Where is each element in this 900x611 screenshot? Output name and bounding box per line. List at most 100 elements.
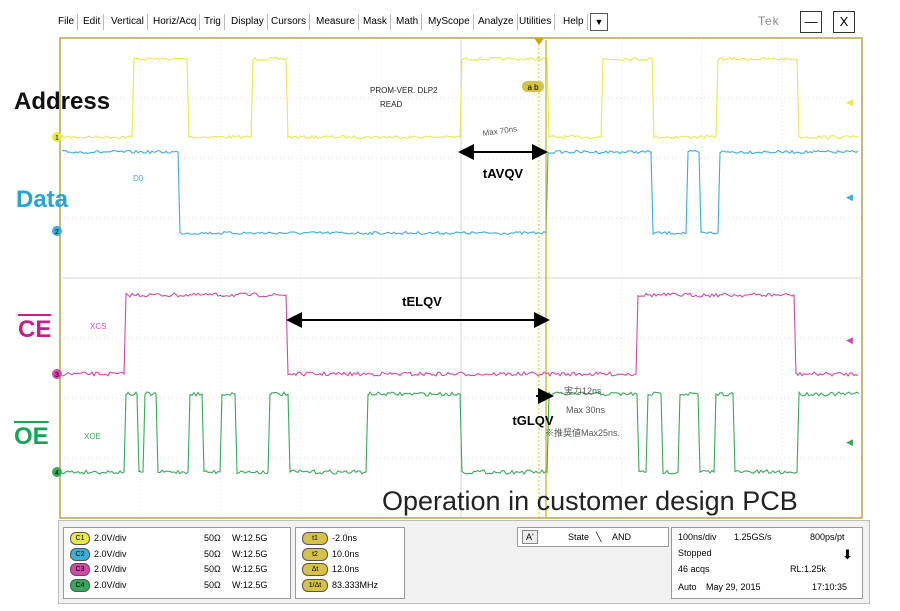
channel-bandwidth: W:12.5G [232,548,268,559]
oe-label: OE [14,423,49,450]
telqv-label: tELQV [402,294,442,309]
ch2-data-trace [61,149,859,236]
cursor-row-1: t2 10.0ns [302,547,359,561]
trigger-run-mode: Auto [678,582,697,592]
down-arrow-icon: ⬇ [842,547,853,562]
menu-measure[interactable]: Measure [313,14,359,30]
close-button[interactable]: X [833,11,855,33]
trigger-edge-icon: ╲ [596,532,602,542]
resolution: 800ps/pt [810,532,845,542]
address-label: Address [14,88,111,115]
svg-text:2: 2 [55,229,59,236]
svg-text:1: 1 [55,135,59,142]
menu-file[interactable]: File [55,14,79,30]
waveform-display[interactable]: a b 1◀2◀3◀4◀ PROM-VER. DLP2 READ D0 XCS … [0,0,900,520]
channel-bandwidth: W:12.5G [232,533,268,543]
svg-text:3: 3 [55,372,59,379]
ch3-marker[interactable]: 3 [52,369,62,379]
channel-row-c1[interactable]: C1 2.0V/div 50Ω W:12.5G [70,531,267,546]
status-area: C1 2.0V/div 50Ω W:12.5G C2 2.0V/div 50Ω W:12.5G… [58,520,870,604]
acquisition-panel[interactable]: 100ns/div 1.25GS/s 800ps/pt Stopped ⬇ 46… [671,527,863,599]
channel-scale: 2.0V/div [94,564,127,574]
sample-rate: 1.25GS/s [734,532,772,542]
cursor-tag: t2 [302,547,328,561]
channel-bandwidth: W:12.5G [232,579,268,590]
cursor-value: -2.0ns [332,533,358,543]
note-measured: →実力12ns [555,385,602,396]
cursor-readout-panel[interactable]: t1 -2.0ns t2 10.0ns Δt 12.0ns 1/Δt 83.333MHz [295,527,405,599]
brand-logo: Tek [758,14,780,28]
ch1-marker[interactable]: 1 [52,132,62,142]
menu-horizacq[interactable]: Horiz/Acq [150,14,201,30]
tavqv-label: tAVQV [483,166,524,181]
channel-row-c4[interactable]: C4 2.0V/div 50Ω W:12.5G [70,578,267,592]
ch2-marker[interactable]: 2 [52,226,62,236]
cursor-tag: t1 [302,532,328,546]
channel-row-c2[interactable]: C2 2.0V/div 50Ω W:12.5G [70,547,267,561]
cursor-row-2: Δt 12.0ns [302,562,360,577]
menu-display[interactable]: Display [228,14,268,30]
trigger-source: A' [522,530,538,544]
menu-analyze[interactable]: Analyze [475,14,518,30]
menu-dropdown-button[interactable]: ▼ [590,13,608,31]
prom-label: PROM-VER. DLP2 [370,86,438,95]
ce-label: CE [18,316,52,343]
ch2-offset-arrow: ◀ [846,192,853,202]
channel-row-c3[interactable]: C3 2.0V/div 50Ω W:12.5G [70,562,267,577]
cursor-ab-tag: a b [522,81,544,92]
ch4-oe-trace [61,390,860,475]
channel-bandwidth: W:12.5G [232,564,268,574]
timebase: 100ns/div [678,532,717,542]
svg-text:4: 4 [55,470,59,477]
menu-math[interactable]: Math [393,14,423,30]
channel-impedance: 50Ω [204,548,221,559]
acq-date: May 29, 2015 [706,582,761,592]
minimize-button[interactable]: — [800,11,822,33]
channel-settings-panel[interactable]: C1 2.0V/div 50Ω W:12.5G C2 2.0V/div 50Ω W:12.5G… [63,527,291,599]
xcs-label: XCS [90,322,106,331]
menu-cursors[interactable]: Cursors [268,14,311,30]
menu-trig[interactable]: Trig [201,14,225,30]
menu-mask[interactable]: Mask [360,14,391,30]
menu-edit[interactable]: Edit [80,14,105,30]
ch3-ce-trace [61,292,859,377]
note-recommended: ※推奨値Max25ns. [545,427,620,438]
menu-myscope[interactable]: MyScope [425,14,474,30]
cursor-value: 12.0ns [332,564,360,574]
note-max30: Max 30ns [566,405,606,415]
d0-label: D0 [133,174,144,183]
acq-time: 17:10:35 [812,582,848,592]
data-label: Data [16,186,69,213]
cursor-tag: Δt [302,563,328,577]
acq-state: Stopped [678,548,712,558]
channel-badge: C1 [70,532,90,546]
menu-utilities[interactable]: Utilities [516,14,556,30]
ch3-offset-arrow: ◀ [846,335,853,345]
cursor-ab-text: a b [527,83,539,92]
ch4-marker[interactable]: 4 [52,467,62,477]
record-length: RL:1.25k [790,564,827,574]
ch1-offset-arrow: ◀ [846,97,853,107]
channel-badge: C4 [70,578,90,592]
channel-badge: C2 [70,547,90,561]
channel-impedance: 50Ω [204,579,221,590]
ch4-offset-arrow: ◀ [846,437,853,447]
cursor-row-0: t1 -2.0ns [302,531,358,546]
cursor-tag: 1/Δt [302,578,328,592]
channel-badge: C3 [70,563,90,577]
tglqv-label: tGLQV [512,413,553,428]
channel-scale: 2.0V/div [94,579,127,590]
trigger-logic: AND [612,532,632,542]
cursor-row-3: 1/Δt 83.333MHz [302,578,378,592]
ch1-address-trace [61,56,860,140]
waveform-traces [61,56,860,475]
menu-help[interactable]: Help [560,14,588,30]
channel-impedance: 50Ω [204,533,221,543]
trigger-position-marker [534,38,544,45]
channel-impedance: 50Ω [204,564,221,574]
acq-count: 46 acqs [678,564,710,574]
cursor-value: 10.0ns [332,548,360,559]
channel-scale: 2.0V/div [94,533,127,543]
menu-vertical[interactable]: Vertical [108,14,148,30]
trigger-panel[interactable]: A' State ╲ AND [517,527,669,547]
